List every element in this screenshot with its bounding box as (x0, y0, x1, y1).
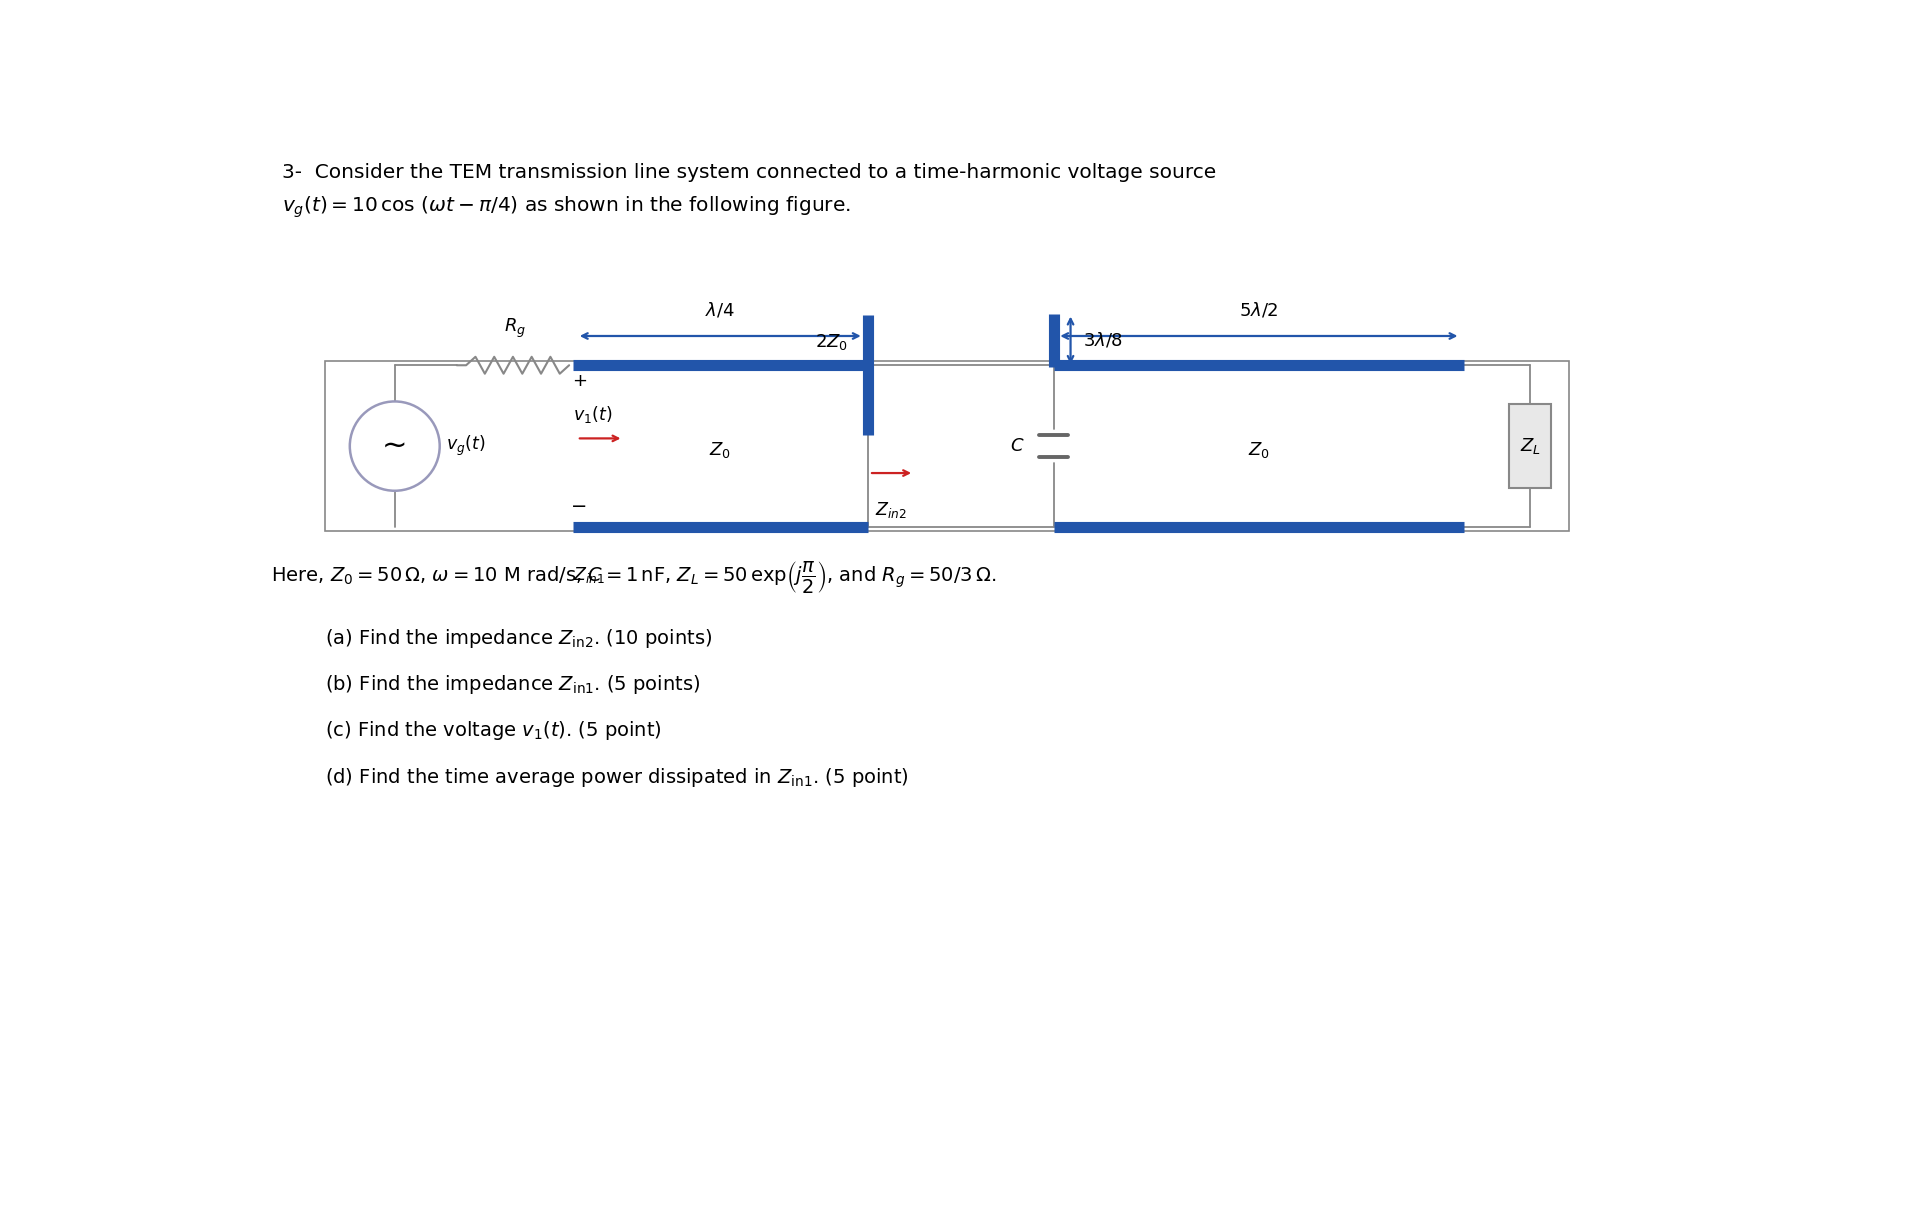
Text: $2Z_0$: $2Z_0$ (815, 332, 848, 352)
Text: $C$: $C$ (1009, 437, 1024, 456)
Text: (d) Find the time average power dissipated in $Z_{\mathrm{in1}}$. (5 point): (d) Find the time average power dissipat… (324, 765, 909, 789)
Text: +: + (572, 372, 587, 390)
Text: ~: ~ (382, 431, 407, 460)
Text: −: − (572, 497, 587, 515)
Text: $3\lambda/8$: $3\lambda/8$ (1084, 330, 1122, 350)
Text: $Z_0$: $Z_0$ (710, 440, 731, 460)
Text: $R_g$: $R_g$ (504, 317, 526, 340)
Text: $5\lambda/2$: $5\lambda/2$ (1239, 300, 1279, 320)
Text: Here, $Z_0 = 50\,\Omega$, $\omega = 10$ M rad/s, $C = 1\,\mathrm{nF}$, $Z_L = 50: Here, $Z_0 = 50\,\Omega$, $\omega = 10$ … (270, 559, 995, 595)
Text: $\lambda/4$: $\lambda/4$ (706, 300, 735, 320)
Bar (1509, 403, 1552, 488)
Text: (c) Find the voltage $v_1(t)$. (5 point): (c) Find the voltage $v_1(t)$. (5 point) (324, 719, 662, 742)
Text: $Z_0$: $Z_0$ (1249, 440, 1270, 460)
Text: $v_1(t)$: $v_1(t)$ (573, 403, 612, 425)
Text: $v_g(t)$: $v_g(t)$ (445, 434, 485, 458)
Text: (b) Find the impedance $Z_{\mathrm{in1}}$. (5 points): (b) Find the impedance $Z_{\mathrm{in1}}… (324, 673, 700, 696)
Text: $Z_L$: $Z_L$ (1519, 436, 1540, 456)
Text: $Z_{in2}$: $Z_{in2}$ (875, 501, 907, 520)
Bar (324, 361, 1569, 531)
Text: $Z_{in1}$: $Z_{in1}$ (572, 565, 604, 586)
Text: 3-  Consider the TEM transmission line system connected to a time-harmonic volta: 3- Consider the TEM transmission line sy… (282, 163, 1216, 182)
Text: (a) Find the impedance $Z_{\mathrm{in2}}$. (10 points): (a) Find the impedance $Z_{\mathrm{in2}}… (324, 627, 712, 650)
Text: $v_g(t) = 10\,\cos\,(\omega t - \pi/4)$ as shown in the following figure.: $v_g(t) = 10\,\cos\,(\omega t - \pi/4)$ … (282, 194, 852, 220)
